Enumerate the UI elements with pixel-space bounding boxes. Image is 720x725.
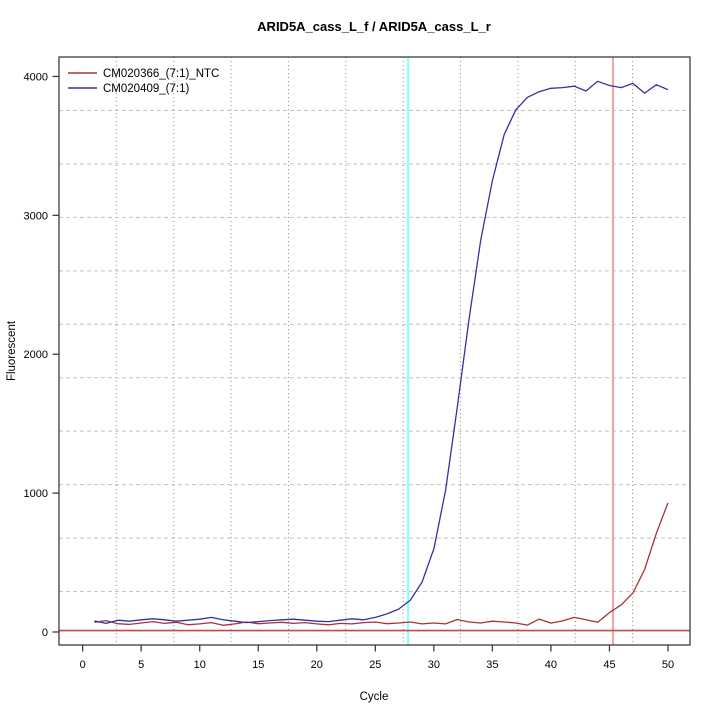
x-tick-label: 40 bbox=[545, 659, 557, 671]
legend-label-sample: CM020409_(7:1) bbox=[103, 83, 189, 95]
series-curves bbox=[94, 80, 669, 626]
y-tick-label: 3000 bbox=[24, 210, 48, 222]
plot-border bbox=[58, 56, 691, 646]
series-line-0 bbox=[94, 502, 669, 626]
x-tick-label: 10 bbox=[194, 659, 206, 671]
chart-title: ARID5A_cass_L_f / ARID5A_cass_L_r bbox=[257, 19, 491, 34]
x-tick-label: 45 bbox=[603, 659, 615, 671]
legend-item-ntc: CM020366_(7:1)_NTC bbox=[68, 68, 219, 80]
x-tick-label: 20 bbox=[311, 659, 323, 671]
y-tick-label: 0 bbox=[42, 627, 48, 639]
y-tick-label: 4000 bbox=[24, 71, 48, 83]
gridlines bbox=[59, 57, 690, 645]
legend-item-sample: CM020409_(7:1) bbox=[68, 83, 189, 95]
x-tick-label: 50 bbox=[662, 659, 674, 671]
x-axis-label: Cycle bbox=[360, 691, 389, 703]
x-tick-label: 35 bbox=[486, 659, 498, 671]
legend: CM020366_(7:1)_NTC CM020409_(7:1) bbox=[68, 68, 219, 95]
y-tick-label: 1000 bbox=[24, 488, 48, 500]
threshold-lines bbox=[59, 57, 690, 645]
y-tick-label: 2000 bbox=[24, 349, 48, 361]
x-tick-label: 15 bbox=[252, 659, 264, 671]
x-tick-label: 0 bbox=[80, 659, 86, 671]
legend-label-ntc: CM020366_(7:1)_NTC bbox=[103, 68, 219, 80]
x-tick-label: 5 bbox=[138, 659, 144, 671]
x-tick-label: 25 bbox=[369, 659, 381, 671]
series-line-1 bbox=[94, 80, 669, 625]
x-tick-label: 30 bbox=[428, 659, 440, 671]
axes-ticks: 0 5 10 15 20 25 30 35 40 45 50 0 1000 2000 3000 4000 bbox=[24, 71, 675, 671]
y-axis-label: Fluorescent bbox=[6, 320, 18, 381]
